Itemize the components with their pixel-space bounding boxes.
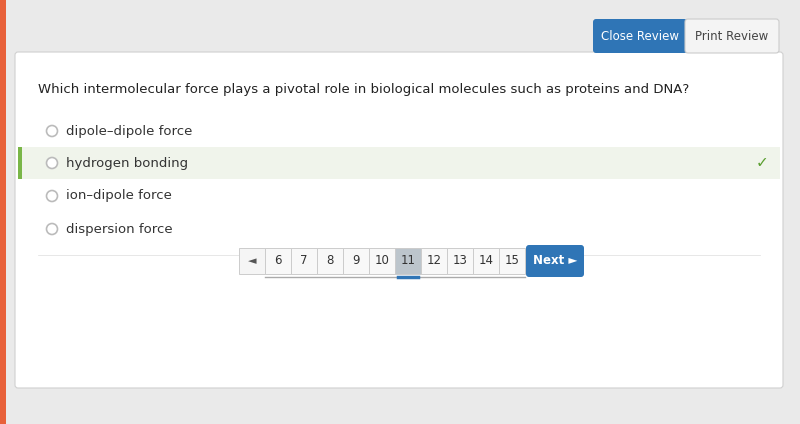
Text: 15: 15 [505, 254, 519, 268]
Circle shape [46, 190, 58, 201]
FancyBboxPatch shape [291, 248, 317, 274]
Text: 12: 12 [426, 254, 442, 268]
FancyBboxPatch shape [343, 248, 369, 274]
FancyBboxPatch shape [18, 147, 780, 179]
FancyBboxPatch shape [0, 0, 6, 424]
FancyBboxPatch shape [593, 19, 687, 53]
Text: hydrogen bonding: hydrogen bonding [66, 156, 188, 170]
Text: Which intermolecular force plays a pivotal role in biological molecules such as : Which intermolecular force plays a pivot… [38, 84, 690, 97]
Text: 11: 11 [401, 254, 415, 268]
Text: ◄: ◄ [248, 256, 256, 266]
FancyBboxPatch shape [239, 248, 265, 274]
FancyBboxPatch shape [499, 248, 525, 274]
Text: 13: 13 [453, 254, 467, 268]
Text: 6: 6 [274, 254, 282, 268]
Text: dispersion force: dispersion force [66, 223, 172, 235]
Text: Close Review: Close Review [601, 30, 679, 42]
Text: Print Review: Print Review [695, 30, 769, 42]
Text: dipole–dipole force: dipole–dipole force [66, 125, 192, 137]
FancyBboxPatch shape [265, 248, 291, 274]
FancyBboxPatch shape [685, 19, 779, 53]
Text: ✓: ✓ [756, 156, 768, 170]
FancyBboxPatch shape [369, 248, 395, 274]
Text: ion–dipole force: ion–dipole force [66, 190, 171, 203]
FancyBboxPatch shape [18, 147, 22, 179]
FancyBboxPatch shape [15, 52, 783, 388]
FancyBboxPatch shape [526, 245, 584, 277]
Circle shape [46, 157, 58, 168]
Text: 14: 14 [478, 254, 494, 268]
Text: 10: 10 [374, 254, 390, 268]
Circle shape [46, 126, 58, 137]
Text: 7: 7 [300, 254, 308, 268]
FancyBboxPatch shape [473, 248, 499, 274]
Text: 9: 9 [352, 254, 360, 268]
Circle shape [46, 223, 58, 234]
FancyBboxPatch shape [421, 248, 447, 274]
Text: 8: 8 [326, 254, 334, 268]
FancyBboxPatch shape [447, 248, 473, 274]
FancyBboxPatch shape [395, 248, 421, 274]
Text: Next ►: Next ► [533, 254, 577, 268]
FancyBboxPatch shape [317, 248, 343, 274]
